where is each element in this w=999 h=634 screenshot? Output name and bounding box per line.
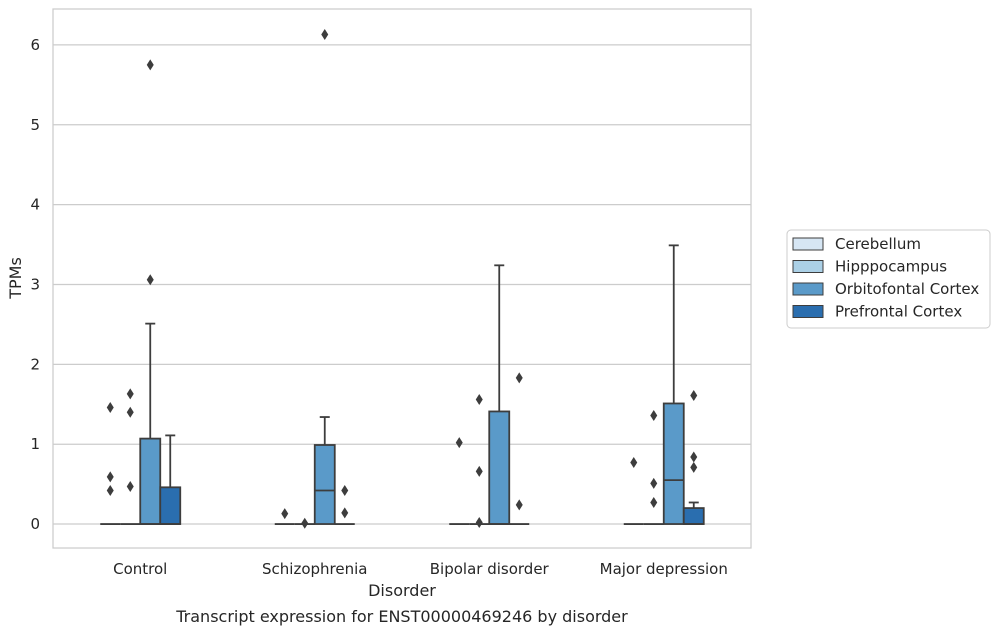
legend-swatch <box>792 260 824 273</box>
outlier-point <box>126 481 134 493</box>
box-body <box>159 486 182 525</box>
legend-label: Hipppocampus <box>835 258 947 276</box>
outlier-point <box>301 517 309 529</box>
outlier-point <box>690 389 698 401</box>
box-2-3 <box>313 29 336 525</box>
boxes-layer <box>100 29 705 529</box>
outlier-point <box>475 393 483 405</box>
box-3-4 <box>509 372 530 525</box>
outlier-point <box>690 451 698 463</box>
outlier-point <box>475 465 483 477</box>
x-axis-title: Disorder <box>368 581 436 600</box>
outlier-point <box>650 409 658 421</box>
legend-label: Cerebellum <box>835 235 921 253</box>
legend-label: Prefrontal Cortex <box>835 303 962 321</box>
legend-swatch <box>792 237 824 251</box>
outlier-point <box>321 29 329 41</box>
outlier-point <box>146 59 154 71</box>
x-tick-label: Schizophrenia <box>262 560 367 578</box>
y-tick-label: 5 <box>30 116 40 134</box>
box-4-4 <box>682 389 705 525</box>
x-tick-label: Bipolar disorder <box>430 560 550 578</box>
box-2-1 <box>274 508 295 525</box>
y-tick-label: 6 <box>30 36 40 54</box>
box-1-2 <box>120 388 141 525</box>
outlier-point <box>650 477 658 489</box>
plot-frame <box>52 8 752 549</box>
chart-caption: Transcript expression for ENST0000046924… <box>175 607 628 626</box>
outlier-point <box>515 499 523 511</box>
box-body <box>139 437 162 525</box>
y-tick-labels: 0 1 2 3 4 5 6 <box>30 36 40 533</box>
x-tick-labels: Control Schizophrenia Bipolar disorder Majo… <box>113 560 728 578</box>
box-body <box>313 444 336 525</box>
y-tick-label: 3 <box>30 275 40 293</box>
legend-label: Orbitofontal Cortex <box>835 280 979 298</box>
box-4-3 <box>662 244 685 525</box>
outlier-point <box>341 507 349 519</box>
outlier-point <box>475 516 483 528</box>
y-axis-title: TPMs <box>6 257 25 300</box>
legend-swatch <box>792 282 824 296</box>
box-body <box>662 402 685 525</box>
legend-swatch <box>792 305 824 318</box>
box-4-2 <box>643 409 664 525</box>
box-4-1 <box>623 457 644 525</box>
y-tick-label: 4 <box>30 196 40 214</box>
outlier-point <box>106 401 114 413</box>
box-3-2 <box>469 393 490 528</box>
box-2-2 <box>294 517 315 529</box>
box-body <box>682 507 705 525</box>
outlier-point <box>455 437 463 449</box>
box-3-3 <box>488 264 511 525</box>
legend-frame <box>786 229 991 329</box>
outlier-point <box>650 496 658 508</box>
box-3-1 <box>449 437 470 525</box>
outlier-point <box>126 406 134 418</box>
plot-background <box>53 9 751 548</box>
y-tick-label: 1 <box>30 435 40 453</box>
x-tick-label: Control <box>113 560 167 578</box>
outlier-point <box>126 388 134 400</box>
y-tick-label: 0 <box>30 515 40 533</box>
y-tick-label: 2 <box>30 355 40 373</box>
box-2-4 <box>334 485 355 525</box>
outlier-point <box>106 471 114 483</box>
box-1-3 <box>139 59 162 525</box>
outlier-point <box>630 457 638 469</box>
x-tick-label: Major depression <box>600 560 728 578</box>
outlier-point <box>281 508 289 520</box>
box-body <box>488 410 511 525</box>
outlier-point <box>690 461 698 473</box>
box-1-4 <box>159 434 182 525</box>
box-1-1 <box>100 401 121 525</box>
outlier-point <box>106 485 114 497</box>
outlier-point <box>146 274 154 286</box>
legend: Cerebellum Hipppocampus Orbitofontal Corte… <box>786 229 991 329</box>
outlier-point <box>341 485 349 497</box>
outlier-point <box>515 372 523 384</box>
